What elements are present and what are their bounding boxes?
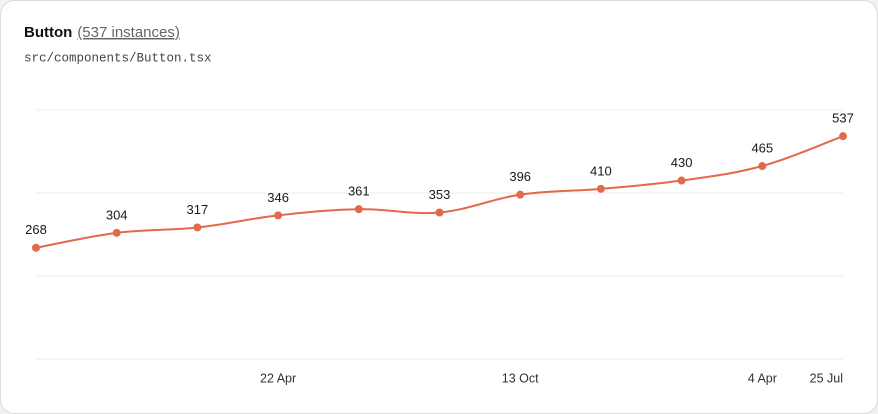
point xyxy=(112,228,121,237)
data-label: 430 xyxy=(671,155,693,170)
point xyxy=(516,190,525,199)
x-tick-label: 4 Apr xyxy=(748,371,777,385)
data-label: 465 xyxy=(751,140,773,155)
data-label: 304 xyxy=(106,207,128,222)
point xyxy=(839,132,847,141)
data-label: 346 xyxy=(267,190,289,205)
point xyxy=(32,243,40,252)
data-label: 268 xyxy=(25,222,47,237)
x-tick-label: 13 Oct xyxy=(502,371,539,385)
point xyxy=(677,176,686,185)
x-tick-label: 25 Jul xyxy=(810,371,843,385)
data-label: 410 xyxy=(590,163,612,178)
point xyxy=(193,223,202,232)
data-label: 396 xyxy=(509,169,531,184)
data-label: 361 xyxy=(348,184,370,199)
data-label: 537 xyxy=(832,111,854,126)
data-label: 317 xyxy=(187,202,209,217)
x-tick-label: 22 Apr xyxy=(260,371,296,385)
point xyxy=(274,211,283,220)
data-label: 353 xyxy=(429,187,451,202)
point xyxy=(354,205,363,214)
point xyxy=(596,184,605,193)
point xyxy=(758,162,767,171)
chart-title: Button xyxy=(24,24,72,41)
instance-count[interactable]: (537 instances) xyxy=(77,24,180,41)
point xyxy=(435,208,444,217)
component-path: src/components/Button.tsx xyxy=(24,51,212,65)
